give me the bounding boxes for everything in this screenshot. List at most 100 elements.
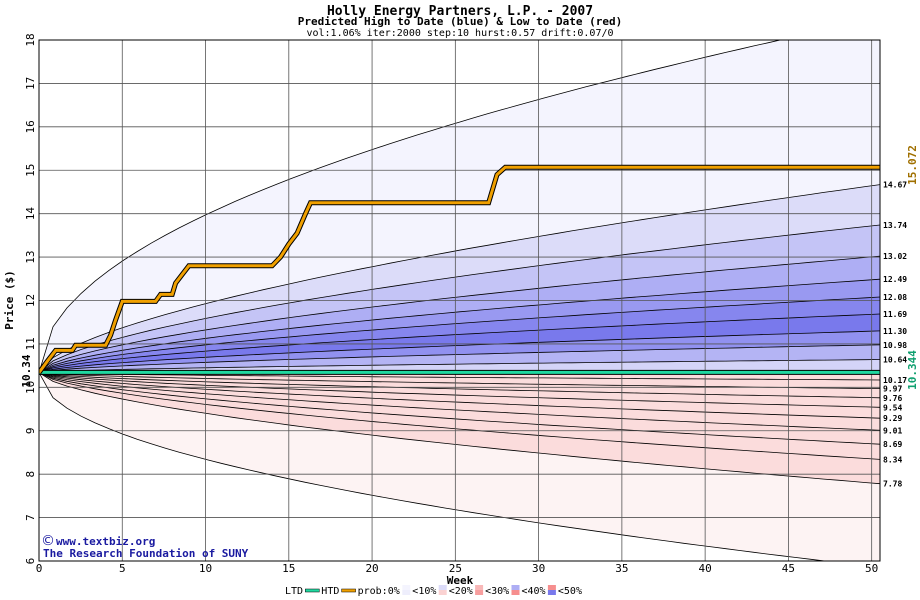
- band-line-0: [39, 184, 880, 373]
- x-tick-label: 30: [532, 562, 545, 575]
- legend-swatch-low: [438, 590, 447, 595]
- legend: LTD HTD prob:0% <10% <20% <30% <40% <50%: [285, 585, 582, 597]
- x-tick-label: 40: [699, 562, 712, 575]
- y-tick-label: 9: [24, 427, 37, 434]
- htd-line: [39, 165, 880, 374]
- level-label: 12.08: [883, 293, 907, 302]
- band-line-10: [39, 372, 880, 389]
- legend-item-label: <40%: [522, 586, 546, 597]
- legend-item-label: <30%: [485, 586, 509, 597]
- band-line-8: [39, 359, 880, 373]
- legend-item-label: <10%: [412, 586, 436, 597]
- level-label: 10.98: [883, 341, 907, 350]
- watermark-org: The Research Foundation of SUNY: [43, 547, 249, 560]
- bands-layer: [39, 40, 880, 561]
- y-tick-label: 18: [24, 33, 37, 46]
- x-tick-label: 15: [282, 562, 295, 575]
- x-tick-label: 25: [449, 562, 462, 575]
- band-line-4: [39, 296, 880, 373]
- legend-swatch-low: [475, 590, 484, 595]
- lower-envelope-line: [39, 372, 829, 561]
- band-line-12: [39, 372, 880, 408]
- band-line-16: [39, 372, 880, 460]
- band-line-2: [39, 255, 880, 373]
- level-label: 10.17: [883, 376, 907, 385]
- watermark-url: www.textbiz.org: [56, 535, 155, 548]
- x-tick-label: 50: [865, 562, 878, 575]
- x-tick-label: 0: [36, 562, 43, 575]
- legend-swatch-high: [511, 585, 520, 590]
- band-line-15: [39, 372, 880, 445]
- htd-final-label: 15.072: [906, 145, 919, 185]
- legend-item-label: <50%: [558, 586, 582, 597]
- legend-ltd-swatch: [305, 588, 320, 593]
- level-label: 9.01: [883, 426, 902, 435]
- copyright-symbol: ©: [41, 533, 55, 549]
- band-line-14: [39, 372, 880, 431]
- high-band-8: [39, 359, 880, 373]
- band-line-3: [39, 278, 880, 373]
- legend-swatch-low: [547, 590, 556, 595]
- y-tick-label: 7: [24, 514, 37, 521]
- level-label: 11.30: [883, 327, 907, 336]
- level-label: 10.64: [883, 356, 907, 365]
- x-axis-label: Week: [447, 574, 474, 587]
- band-line-6: [39, 330, 880, 373]
- level-label: 9.54: [883, 403, 902, 412]
- y-tick-label: 8: [24, 471, 37, 478]
- level-label: 14.67: [883, 181, 907, 190]
- y-tick-label: 17: [24, 77, 37, 90]
- y-axis-label: Price ($): [3, 270, 16, 330]
- band-line-1: [39, 224, 880, 373]
- level-label: 13.02: [883, 252, 907, 261]
- y-tick-label: 13: [24, 250, 37, 263]
- y-tick-label: 6: [24, 558, 37, 565]
- legend-prob-label: prob:0%: [358, 586, 400, 597]
- legend-swatch-high: [438, 585, 447, 590]
- level-label: 9.97: [883, 385, 902, 394]
- y-tick-label: 16: [24, 120, 37, 133]
- level-label: 12.49: [883, 275, 907, 284]
- band-line-17: [39, 372, 880, 485]
- band-line-9: [39, 372, 880, 381]
- x-tick-label: 5: [119, 562, 126, 575]
- level-label: 9.29: [883, 414, 902, 423]
- legend-swatch-high: [547, 585, 556, 590]
- band-line-11: [39, 372, 880, 399]
- low-band-7: [39, 372, 880, 484]
- x-tick-label: 20: [365, 562, 378, 575]
- legend-swatch-high: [475, 585, 484, 590]
- y-tick-label: 10: [24, 381, 37, 394]
- x-tick-label: 10: [199, 562, 212, 575]
- chart-title: Holly Energy Partners, L.P. - 2007: [327, 4, 593, 19]
- watermark: © www.textbiz.org The Research Foundatio…: [41, 533, 249, 560]
- level-label: 9.76: [883, 394, 902, 403]
- level-label: 13.74: [883, 221, 907, 230]
- upper-envelope-line: [39, 40, 782, 373]
- band-line-5: [39, 313, 880, 373]
- legend-htd-label: HTD: [321, 586, 339, 597]
- level-label: 11.69: [883, 310, 907, 319]
- chart-params: vol:1.06% iter:2000 step:10 hurst:0.57 d…: [306, 28, 613, 39]
- ltd-final-label: 10.344: [906, 350, 919, 390]
- level-label: 8.69: [883, 440, 902, 449]
- plot-area: 0 5 10 15 20 25 30 35 40 45 50 6 7 8 9 10 11 12 13 14 15 16 17…: [24, 33, 907, 575]
- legend-ltd-label: LTD: [285, 586, 303, 597]
- level-label: 8.34: [883, 455, 902, 464]
- legend-swatch-low: [511, 590, 520, 595]
- legend-item-label: <20%: [449, 586, 473, 597]
- chart-subtitle: Predicted High to Date (blue) & Low to D…: [298, 15, 623, 28]
- level-label: 7.78: [883, 480, 902, 489]
- y-tick-label: 12: [24, 294, 37, 307]
- x-tick-label: 35: [615, 562, 628, 575]
- x-tick-label: 45: [782, 562, 795, 575]
- y-tick-label: 15: [24, 164, 37, 177]
- band-line-7: [39, 344, 880, 373]
- legend-swatch-low: [402, 590, 411, 595]
- y-tick-label: 11: [24, 337, 37, 350]
- legend-htd-swatch: [341, 588, 356, 593]
- legend-swatch-high: [402, 585, 411, 590]
- start-price-label: 10.34: [20, 354, 33, 387]
- y-tick-label: 14: [24, 207, 37, 221]
